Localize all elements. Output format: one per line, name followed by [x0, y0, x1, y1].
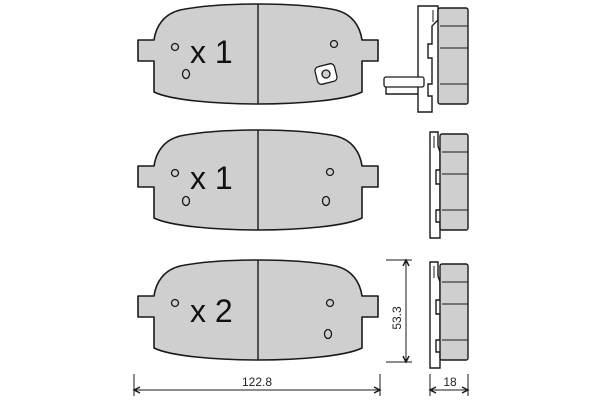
pad-1-quantity: x 1	[190, 34, 233, 70]
pad-3-quantity: x 2	[190, 293, 233, 329]
pad-2-quantity: x 1	[190, 160, 233, 196]
pad-1-front-view: x 1	[137, 3, 379, 105]
mounting-hole	[181, 68, 191, 80]
pad-3-side-view	[429, 261, 469, 369]
mounting-hole	[170, 42, 180, 52]
thickness-dimension-label: 18	[443, 375, 457, 389]
width-dimension: 122.8	[132, 374, 382, 396]
pad-1-side-view	[383, 5, 469, 113]
pad-2-front-view: x 1	[137, 129, 379, 231]
mounting-hole	[323, 328, 333, 340]
height-dimension: 53.3	[386, 258, 412, 364]
height-dimension-label: 53.3	[390, 306, 404, 330]
mounting-hole	[325, 298, 335, 308]
mounting-hole	[321, 195, 331, 207]
wear-sensor-connector	[383, 76, 425, 95]
mounting-hole	[181, 195, 191, 207]
thickness-dimension: 18	[428, 374, 470, 396]
wear-sensor-clip	[314, 63, 338, 85]
mounting-hole	[170, 298, 180, 308]
pad-2-side-view	[429, 131, 469, 239]
mounting-hole	[325, 167, 335, 177]
mounting-hole	[170, 168, 180, 178]
pad-3-front-view: x 2	[137, 259, 379, 361]
width-dimension-label: 122.8	[242, 375, 272, 389]
mounting-hole	[329, 39, 339, 49]
